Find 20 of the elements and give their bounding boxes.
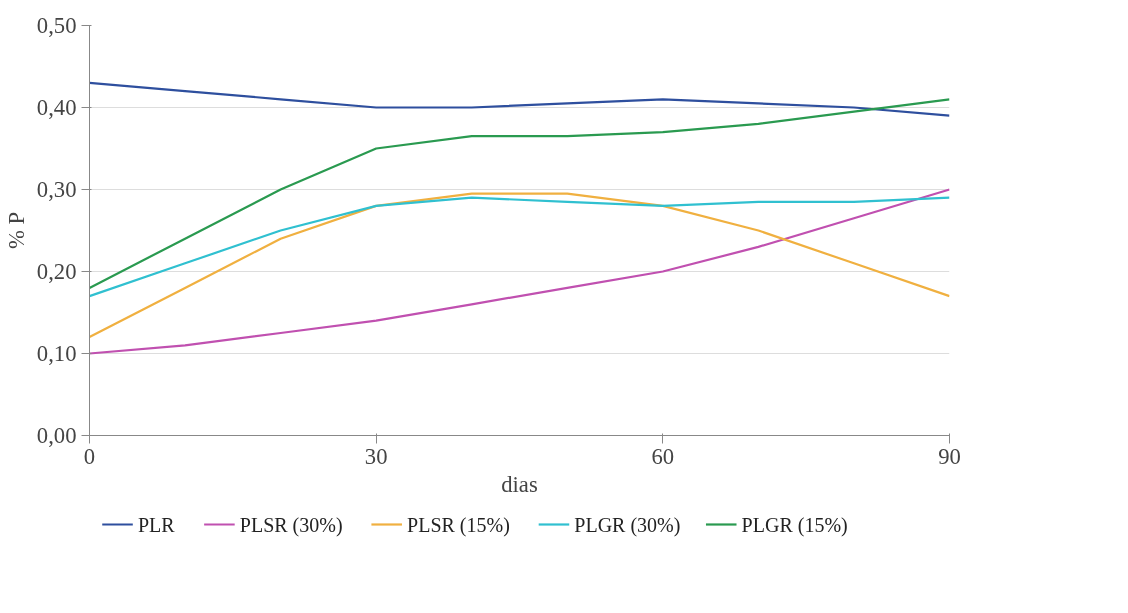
legend-label: PLR [137,513,176,536]
legend-label: PLGR (15%) [741,513,848,537]
y-tick-label: 0,40 [36,95,77,120]
y-tick-label: 0,20 [36,259,77,284]
y-axis-title: % P [3,211,29,250]
legend-label: PLGR (30%) [574,513,681,537]
x-axis-title: dias [501,471,538,497]
y-tick-label: 0,50 [36,13,77,38]
x-tick-label: 90 [938,443,961,469]
line-series [89,81,950,117]
line-series [89,196,950,298]
line-series [89,98,950,289]
legend-label: PLSR (15%) [407,513,510,537]
y-tick-label: 0,30 [36,177,77,202]
y-tick-label: 0,10 [36,341,77,366]
legend-label: PLSR (30%) [239,513,343,537]
x-tick-label: 0 [83,443,96,469]
x-tick-label: 60 [651,443,675,469]
x-tick-label: 30 [364,443,388,469]
y-tick-label: 0,00 [36,423,77,448]
